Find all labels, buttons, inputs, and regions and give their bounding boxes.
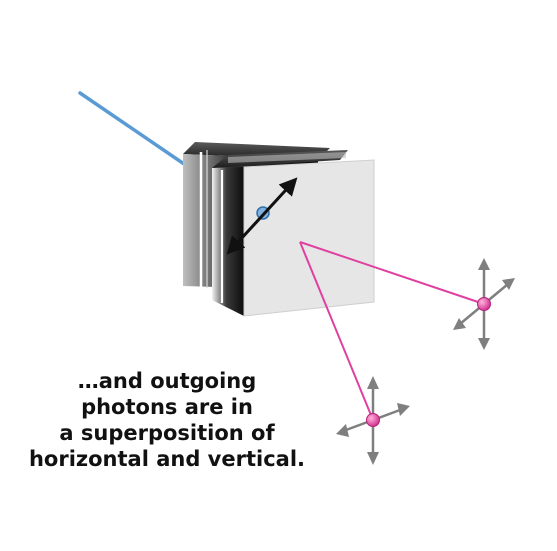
photon-marker-bottom (366, 413, 380, 427)
outgoing-photon-right (453, 258, 515, 350)
caption-line-1: …and outgoing (77, 369, 257, 393)
caption-line-2: photons are in (81, 395, 253, 419)
crystal-front-face (243, 159, 375, 317)
caption-line-3: a superposition of (59, 421, 275, 445)
caption: …and outgoing photons are in a superposi… (22, 368, 312, 472)
outgoing-beams (299, 241, 485, 421)
outgoing-photon-bottom (336, 376, 410, 465)
incoming-beam (78, 91, 189, 168)
crystal-polarization-arrow (226, 177, 298, 255)
caption-line-4: horizontal and vertical. (28, 447, 306, 471)
photon-marker-right (477, 297, 491, 311)
polarization-arrows-bottom (336, 376, 410, 465)
